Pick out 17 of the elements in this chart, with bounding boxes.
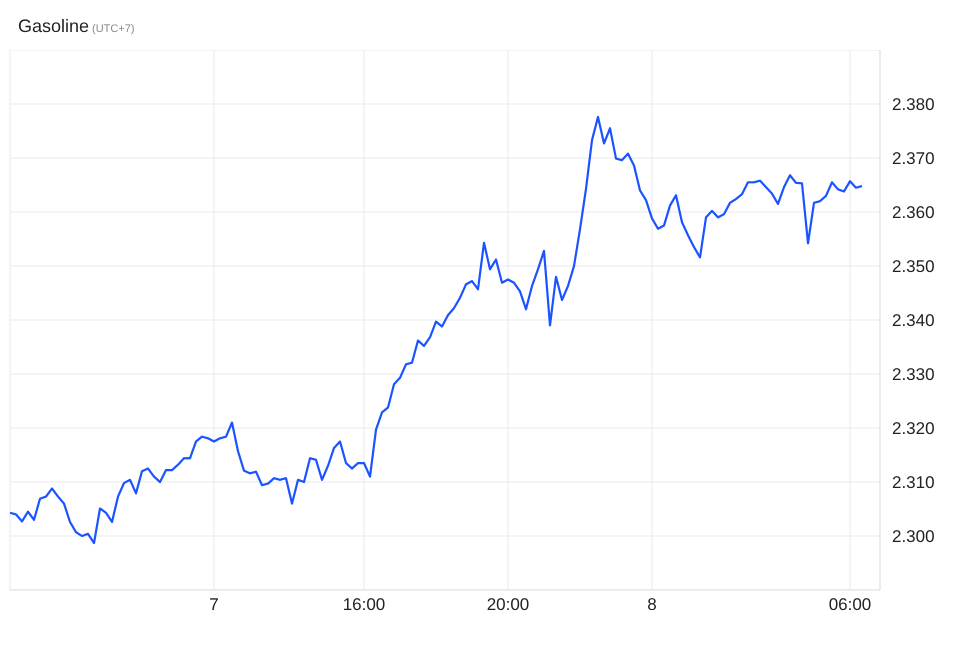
line-series <box>10 116 864 544</box>
y-tick-label: 2.300 <box>892 527 935 546</box>
x-tick-label: 8 <box>647 595 657 614</box>
y-tick-label: 2.340 <box>892 311 935 330</box>
chart-subtitle: (UTC+7) <box>92 23 135 35</box>
y-tick-label: 2.360 <box>892 203 935 222</box>
y-tick-label: 2.350 <box>892 257 935 276</box>
x-tick-label: 7 <box>209 595 219 614</box>
y-tick-label: 2.330 <box>892 365 935 384</box>
x-tick-label: 16:00 <box>342 595 386 614</box>
y-tick-label: 2.380 <box>892 95 935 114</box>
y-tick-label: 2.320 <box>892 419 935 438</box>
x-tick-label: 06:00 <box>828 595 872 614</box>
chart-title: Gasoline <box>18 16 90 36</box>
y-tick-label: 2.310 <box>892 473 935 492</box>
y-tick-label: 2.370 <box>892 149 935 168</box>
x-tick-label: 20:00 <box>486 595 530 614</box>
